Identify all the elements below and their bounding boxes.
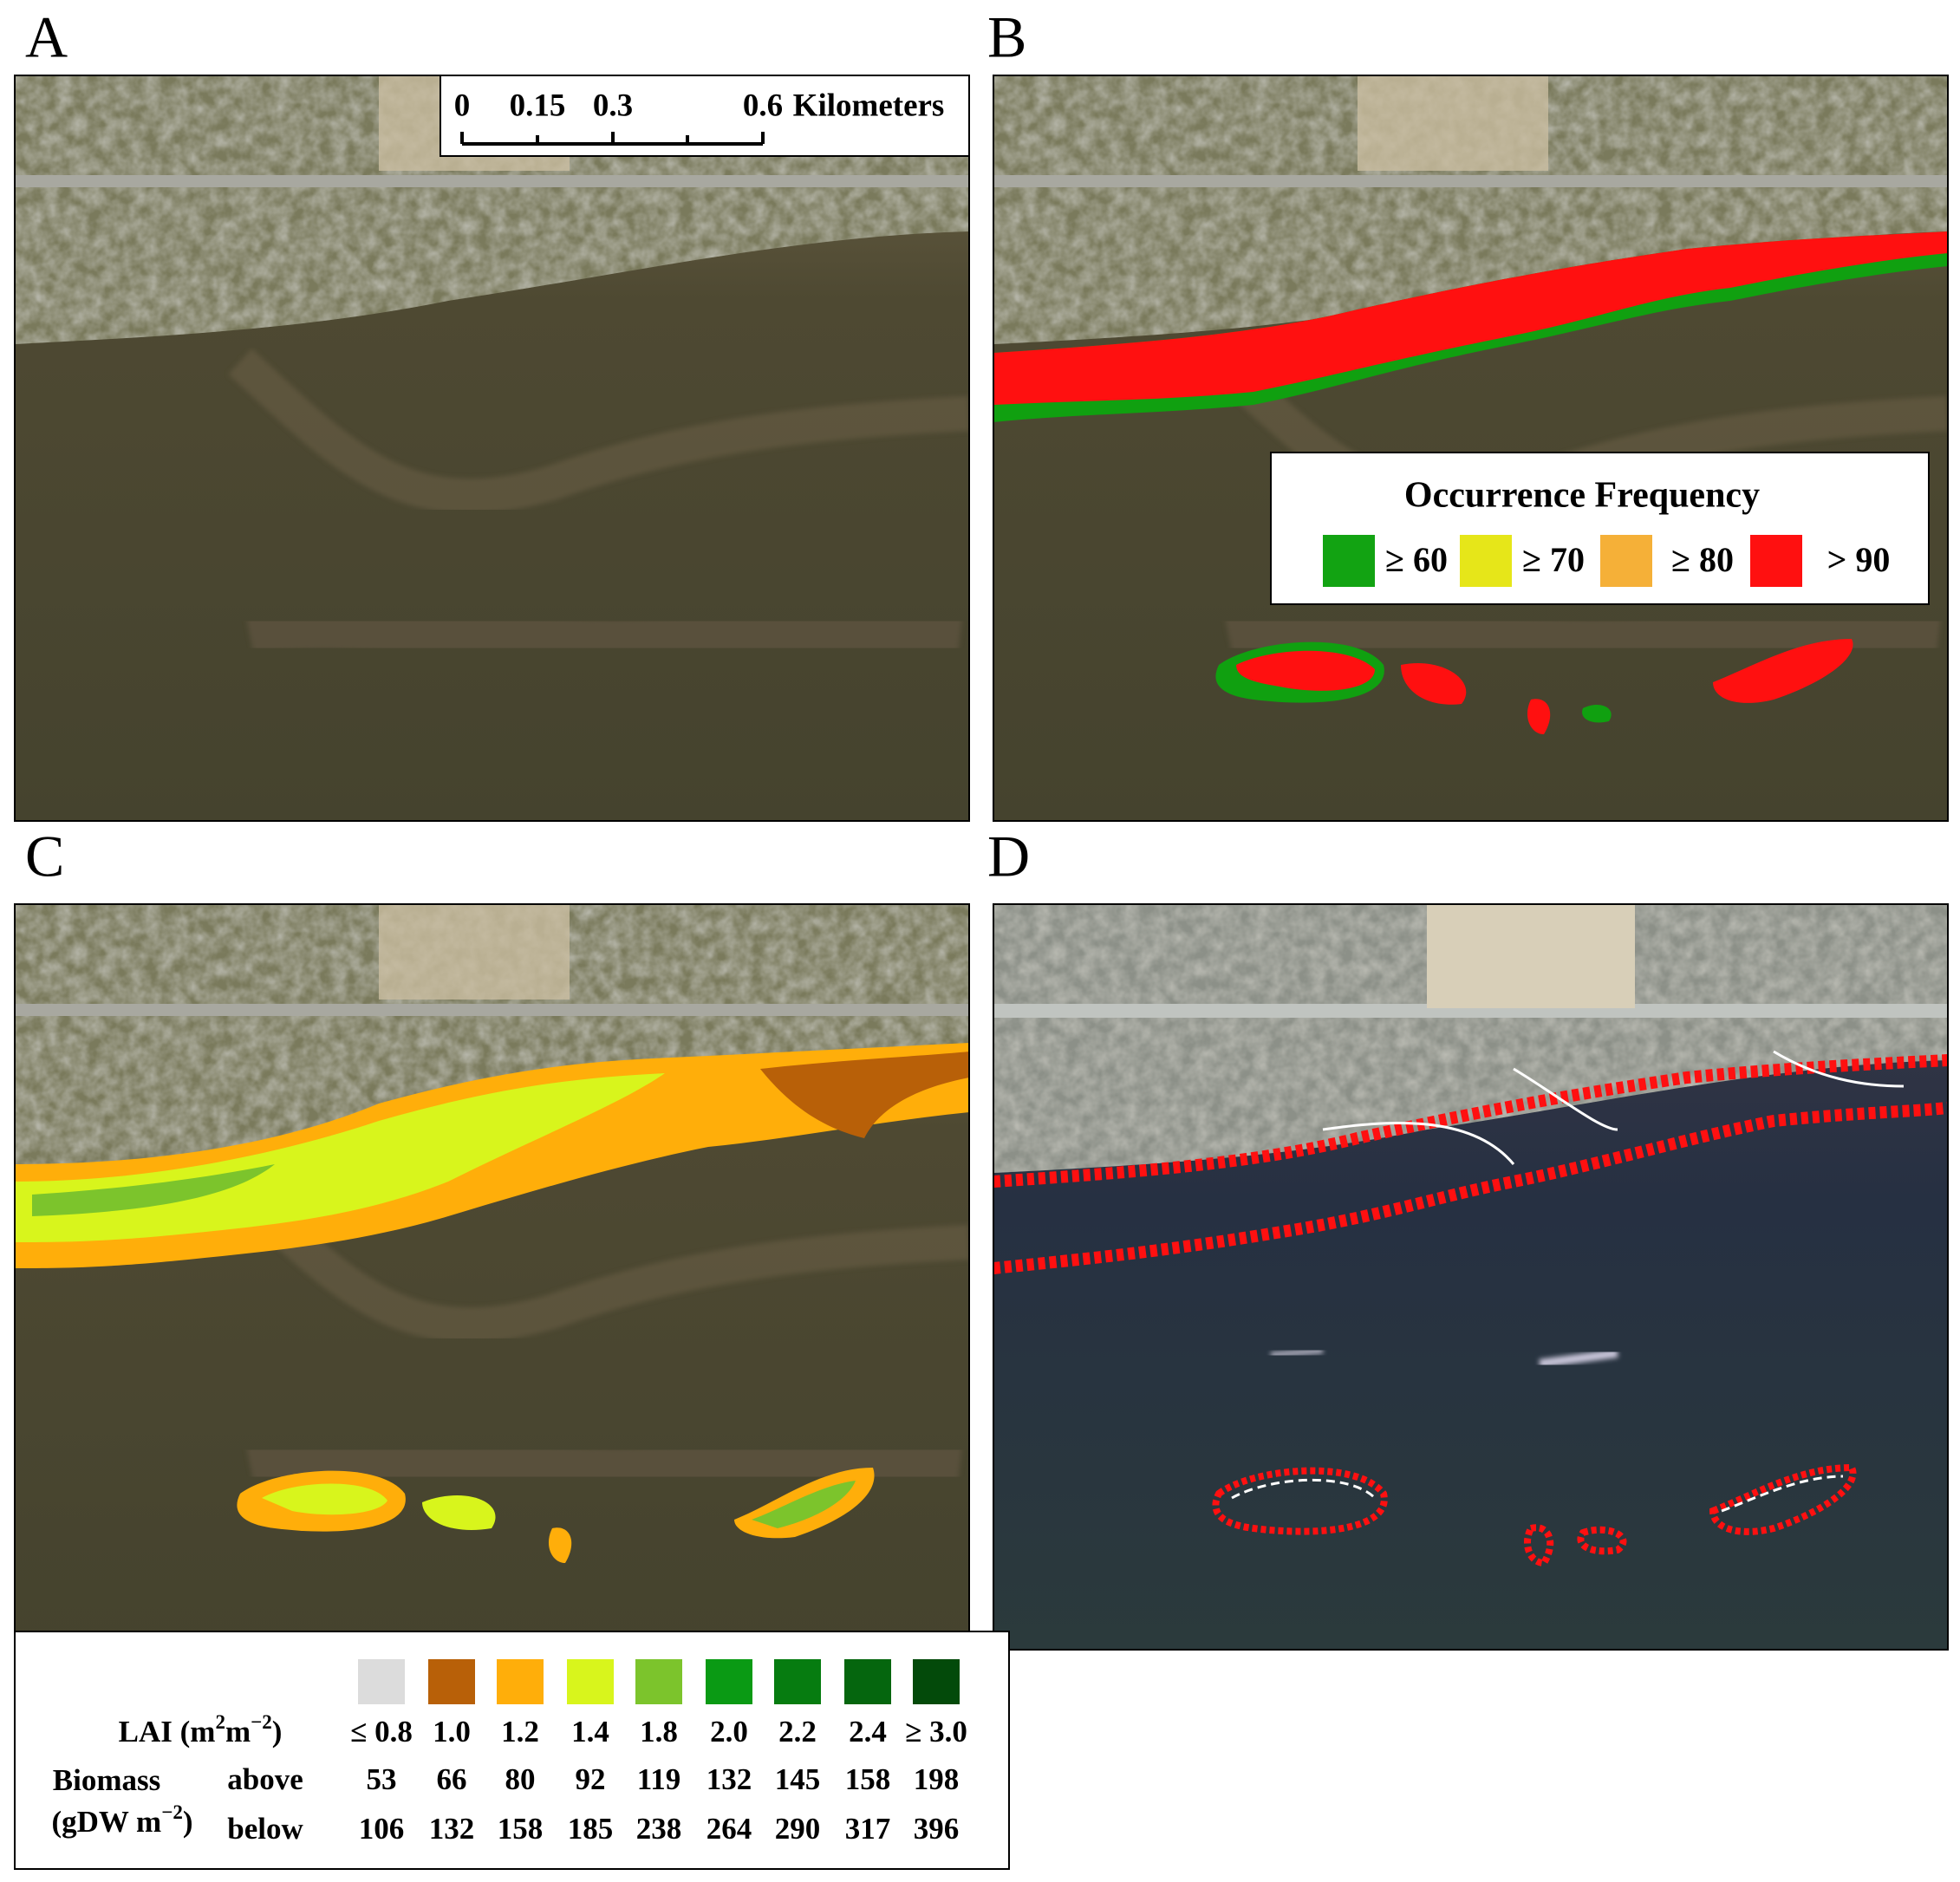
panel-b-frame xyxy=(993,75,1949,822)
lai-swatch xyxy=(635,1659,682,1704)
scale-tick-label: 0.6 xyxy=(743,88,783,123)
lai-label-part: ) xyxy=(272,1715,283,1749)
biomass-above: 132 xyxy=(707,1762,752,1796)
biomass-above: 80 xyxy=(505,1762,536,1796)
lai-swatch xyxy=(913,1659,960,1704)
biomass-above: 92 xyxy=(576,1762,606,1796)
biomass-above: 66 xyxy=(437,1762,467,1796)
lai-value: 1.0 xyxy=(433,1715,471,1749)
panel-c-map xyxy=(15,904,969,1650)
lai-swatch xyxy=(844,1659,891,1704)
panel-label: D xyxy=(987,824,1030,889)
biomass-below: 290 xyxy=(775,1812,821,1846)
biomass-below: 106 xyxy=(359,1812,405,1846)
panel-a-map xyxy=(15,75,969,821)
biomass-above: 145 xyxy=(775,1762,821,1796)
biomass-above: 198 xyxy=(914,1762,960,1796)
scale-unit: Kilometers xyxy=(793,88,945,123)
legend-label: ≥ 60 xyxy=(1385,540,1448,579)
lai-value: ≥ 3.0 xyxy=(905,1715,967,1749)
legend-swatch xyxy=(1460,535,1512,587)
legend-label: ≥ 80 xyxy=(1671,540,1734,579)
biomass-label: Biomass xyxy=(53,1763,160,1797)
legend-swatch xyxy=(1600,535,1652,587)
biomass-above: 119 xyxy=(637,1762,681,1796)
panel-label: A xyxy=(25,4,68,70)
frequency-legend: Occurrence Frequency ≥ 60 ≥ 70 ≥ 80 > 90 xyxy=(1270,452,1930,605)
lai-label-part: m xyxy=(225,1715,251,1749)
biomass-below: 132 xyxy=(429,1812,475,1846)
lai-value: 2.4 xyxy=(849,1715,887,1749)
lai-legend: ≤ 0.8 53 106 1.0 66 132 1.2 80 158 1.4 92 185 1.8 119… xyxy=(14,1631,1010,1870)
legend-label: > 90 xyxy=(1827,540,1891,579)
panel-b-map xyxy=(993,75,1948,821)
scale-tick-label: 0.3 xyxy=(593,88,633,123)
lai-value: 1.2 xyxy=(501,1715,539,1749)
legend-swatch xyxy=(1750,535,1802,587)
scale-tick-label: 0 xyxy=(454,88,471,123)
biomass-unit: (gDW m−2) xyxy=(52,1801,193,1839)
biomass-unit-part: ) xyxy=(183,1805,193,1839)
biomass-below: 264 xyxy=(707,1812,752,1846)
lai-swatch xyxy=(497,1659,544,1704)
scale-bar: 0 0.15 0.3 0.6 Kilometers xyxy=(440,75,970,157)
biomass-above: 158 xyxy=(845,1762,891,1796)
biomass-below: 158 xyxy=(498,1812,544,1846)
biomass-below: 238 xyxy=(636,1812,682,1846)
lai-label-part: LAI (m xyxy=(119,1715,216,1749)
lai-label: LAI (m2m−2) xyxy=(119,1711,283,1749)
panel-label: B xyxy=(987,4,1026,70)
legend-title: Occurrence Frequency xyxy=(1404,476,1760,516)
below-label: below xyxy=(227,1812,303,1846)
scale-tick-label: 0.15 xyxy=(510,88,566,123)
legend-swatch xyxy=(1323,535,1375,587)
lai-swatch xyxy=(428,1659,475,1704)
biomass-below: 185 xyxy=(568,1812,614,1846)
lai-label-part: 2 xyxy=(215,1711,225,1733)
biomass-below: 317 xyxy=(845,1812,891,1846)
panel-label: C xyxy=(25,824,64,889)
lai-swatch xyxy=(358,1659,405,1704)
panel-d-map xyxy=(993,904,1948,1650)
legend-label: ≥ 70 xyxy=(1522,540,1585,579)
biomass-below: 396 xyxy=(914,1812,960,1846)
lai-value: 2.2 xyxy=(778,1715,817,1749)
biomass-unit-part: (gDW m xyxy=(52,1805,162,1839)
above-label: above xyxy=(227,1762,303,1796)
lai-swatch xyxy=(706,1659,752,1704)
lai-value: ≤ 0.8 xyxy=(350,1715,413,1749)
lai-value: 2.0 xyxy=(710,1715,748,1749)
biomass-above: 53 xyxy=(367,1762,397,1796)
panel-d-frame xyxy=(993,903,1949,1651)
lai-value: 1.8 xyxy=(640,1715,678,1749)
lai-swatch xyxy=(774,1659,821,1704)
lai-swatch xyxy=(567,1659,614,1704)
lai-label-part: −2 xyxy=(251,1711,272,1733)
lai-value: 1.4 xyxy=(571,1715,609,1749)
biomass-unit-part: −2 xyxy=(161,1801,183,1823)
